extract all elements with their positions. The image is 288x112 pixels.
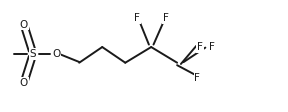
Text: F: F [197,42,203,52]
Text: O: O [52,49,60,59]
Text: F: F [134,13,140,23]
Text: O: O [20,20,28,30]
Text: S: S [30,49,37,59]
Text: F: F [194,73,200,83]
Text: O: O [20,78,28,88]
Text: F: F [163,13,168,23]
Text: F: F [209,42,215,52]
